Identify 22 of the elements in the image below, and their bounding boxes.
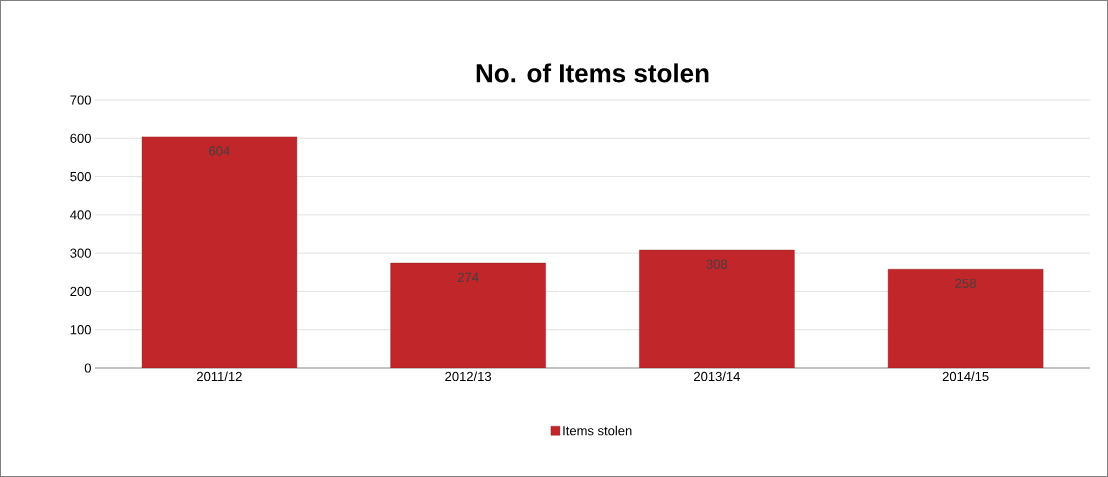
chart-title: No. of Items stolen: [476, 63, 709, 83]
y-tick-label: 300: [70, 248, 91, 258]
data-label: 274: [457, 272, 479, 282]
y-tick-label: 700: [70, 95, 91, 105]
x-tick-label: 2013/14: [694, 371, 740, 382]
bar: [639, 249, 795, 368]
y-tick-label: 100: [70, 325, 91, 335]
y-tick-label: 400: [70, 210, 91, 220]
y-tick-label: 0: [84, 363, 91, 373]
y-tick-label: 500: [70, 171, 91, 182]
bar: [141, 136, 298, 368]
data-label: 604: [209, 146, 230, 156]
x-tick-label: 2011/12: [197, 371, 242, 382]
data-label: 308: [706, 259, 728, 269]
y-tick-label: 200: [70, 286, 91, 297]
x-tick-label: 2014/15: [942, 371, 989, 382]
y-tick-label: 600: [70, 133, 91, 143]
bar: [887, 269, 1044, 368]
bar: [390, 262, 546, 368]
x-tick-label: 2012/13: [445, 371, 492, 382]
legend-label: Items stolen: [563, 425, 632, 436]
data-label: 258: [955, 278, 976, 288]
